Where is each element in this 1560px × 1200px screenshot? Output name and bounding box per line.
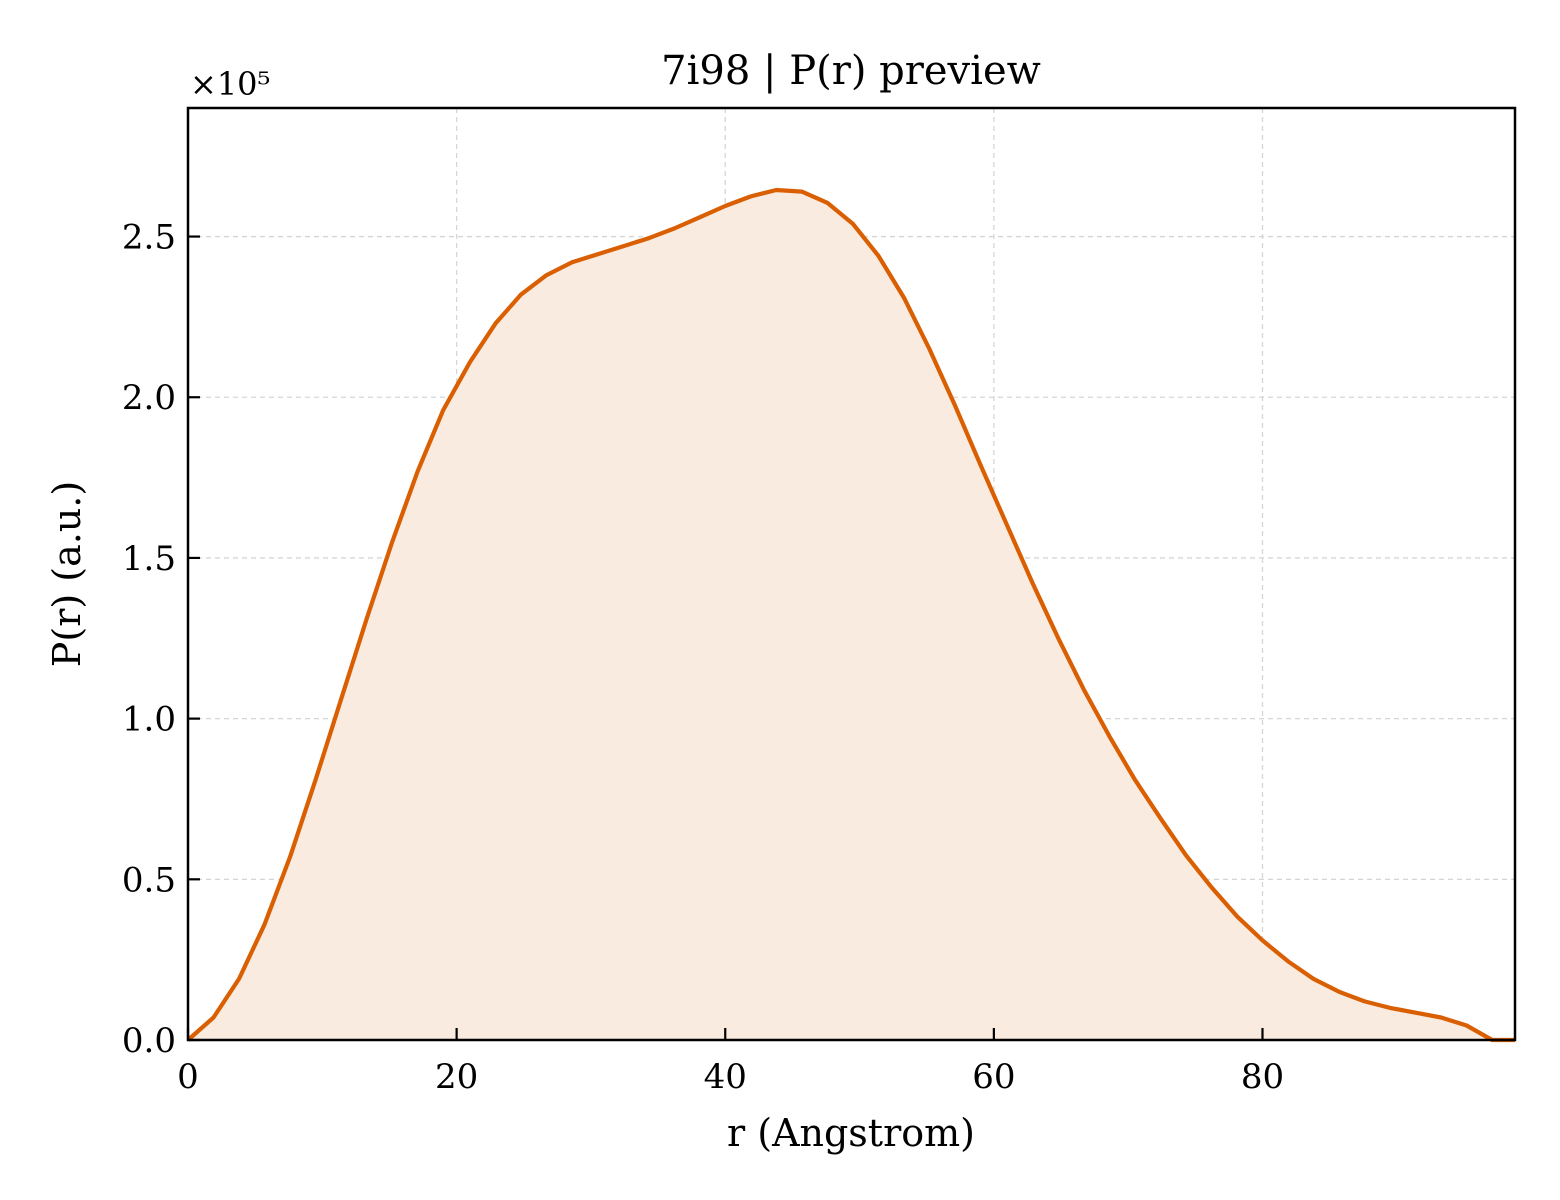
x-tick-label: 40: [704, 1057, 747, 1097]
plot-frame: [186, 106, 1517, 1042]
y-axis-multiplier: ×10⁵: [190, 65, 270, 103]
y-tick-label: 1.5: [122, 539, 176, 579]
x-axis-label: r (Angstrom): [727, 1111, 975, 1155]
pr-area-fill: [188, 190, 1515, 1040]
y-tick-label: 0.5: [122, 860, 176, 900]
y-tick-label: 2.0: [122, 378, 176, 418]
x-tick-label: 20: [435, 1057, 478, 1097]
pr-series-line: [186, 187, 1515, 1043]
y-tick-label: 1.0: [122, 700, 176, 740]
x-tick-label: 60: [972, 1057, 1015, 1097]
chart-title: 7i98 | P(r) preview: [661, 48, 1041, 94]
x-tick-label: 0: [177, 1057, 199, 1097]
axis-ticks: 0 20 40 60 80 0.0 0.5 1.0 1.5 2.0 2.5: [122, 218, 1284, 1097]
y-tick-label: 2.5: [122, 218, 176, 258]
y-tick-label: 0.0: [122, 1021, 176, 1061]
y-axis-label: P(r) (a.u.): [45, 481, 89, 667]
x-tick-label: 80: [1241, 1057, 1284, 1097]
